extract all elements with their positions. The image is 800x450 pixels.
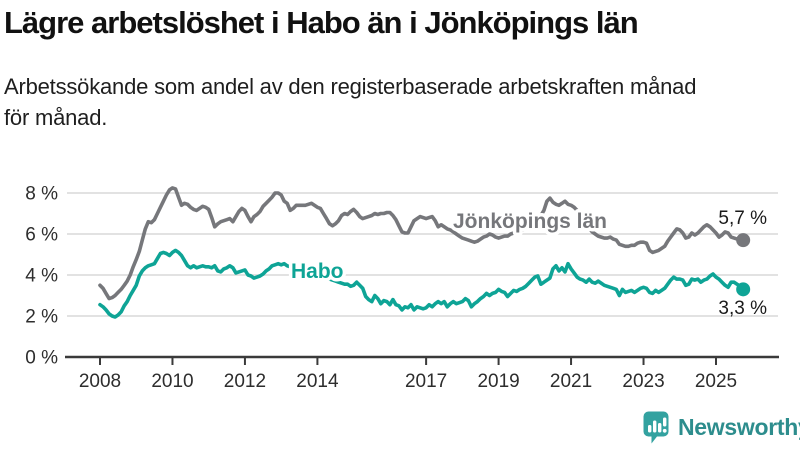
- x-axis-label-2010: 2010: [151, 371, 193, 392]
- y-axis-label-4: 4 %: [25, 266, 58, 287]
- y-axis-label-2: 2 %: [25, 307, 58, 328]
- end-dots: [736, 233, 751, 297]
- x-axis-label-2012: 2012: [224, 371, 266, 392]
- gridlines: 0 % 2 % 4 % 6 % 8 %: [25, 184, 778, 369]
- x-axis-label-2014: 2014: [296, 371, 339, 392]
- end-dot-jonkopings-lan: [736, 233, 751, 248]
- series-label-habo: Habo: [291, 260, 344, 283]
- page-title: Lägre arbetslöshet i Habo än i Jönköping…: [4, 5, 639, 40]
- end-value-habo: 3,3 %: [718, 298, 767, 319]
- x-axis-label-2025: 2025: [695, 371, 737, 392]
- end-value-jonkopings-lan: 5,7 %: [718, 208, 767, 229]
- y-axis-label-0: 0 %: [25, 348, 58, 369]
- x-axis-label-2021: 2021: [550, 371, 592, 392]
- line-habo: [98, 248, 746, 319]
- x-axis-label-2023: 2023: [622, 371, 664, 392]
- x-axis: 2008 2010 2012 2014 2017 2019 2021 2023 2025: [65, 355, 779, 392]
- newsworthy-logo: Newsworthy: [642, 410, 800, 445]
- subtitle-line-1: Arbetssökande som andel av den registerb…: [4, 74, 697, 99]
- logo-text: Newsworthy: [678, 414, 800, 440]
- subtitle-line-2: för månad.: [4, 105, 108, 130]
- chart-subtitle: Arbetssökande som andel av den registerb…: [4, 71, 774, 133]
- series-label-jonkopings-lan: Jönköpings län: [453, 210, 607, 233]
- y-axis-label-6: 6 %: [25, 225, 58, 246]
- x-axis-label-2017: 2017: [405, 371, 447, 392]
- end-dot-habo: [736, 282, 751, 297]
- x-axis-label-2019: 2019: [477, 371, 519, 392]
- bar-chart-bubble-icon: [643, 411, 669, 444]
- line-jonkopings-lan: [98, 186, 746, 301]
- x-axis-label-2008: 2008: [79, 371, 121, 392]
- data-lines: [98, 186, 746, 319]
- y-axis-label-8: 8 %: [25, 184, 58, 205]
